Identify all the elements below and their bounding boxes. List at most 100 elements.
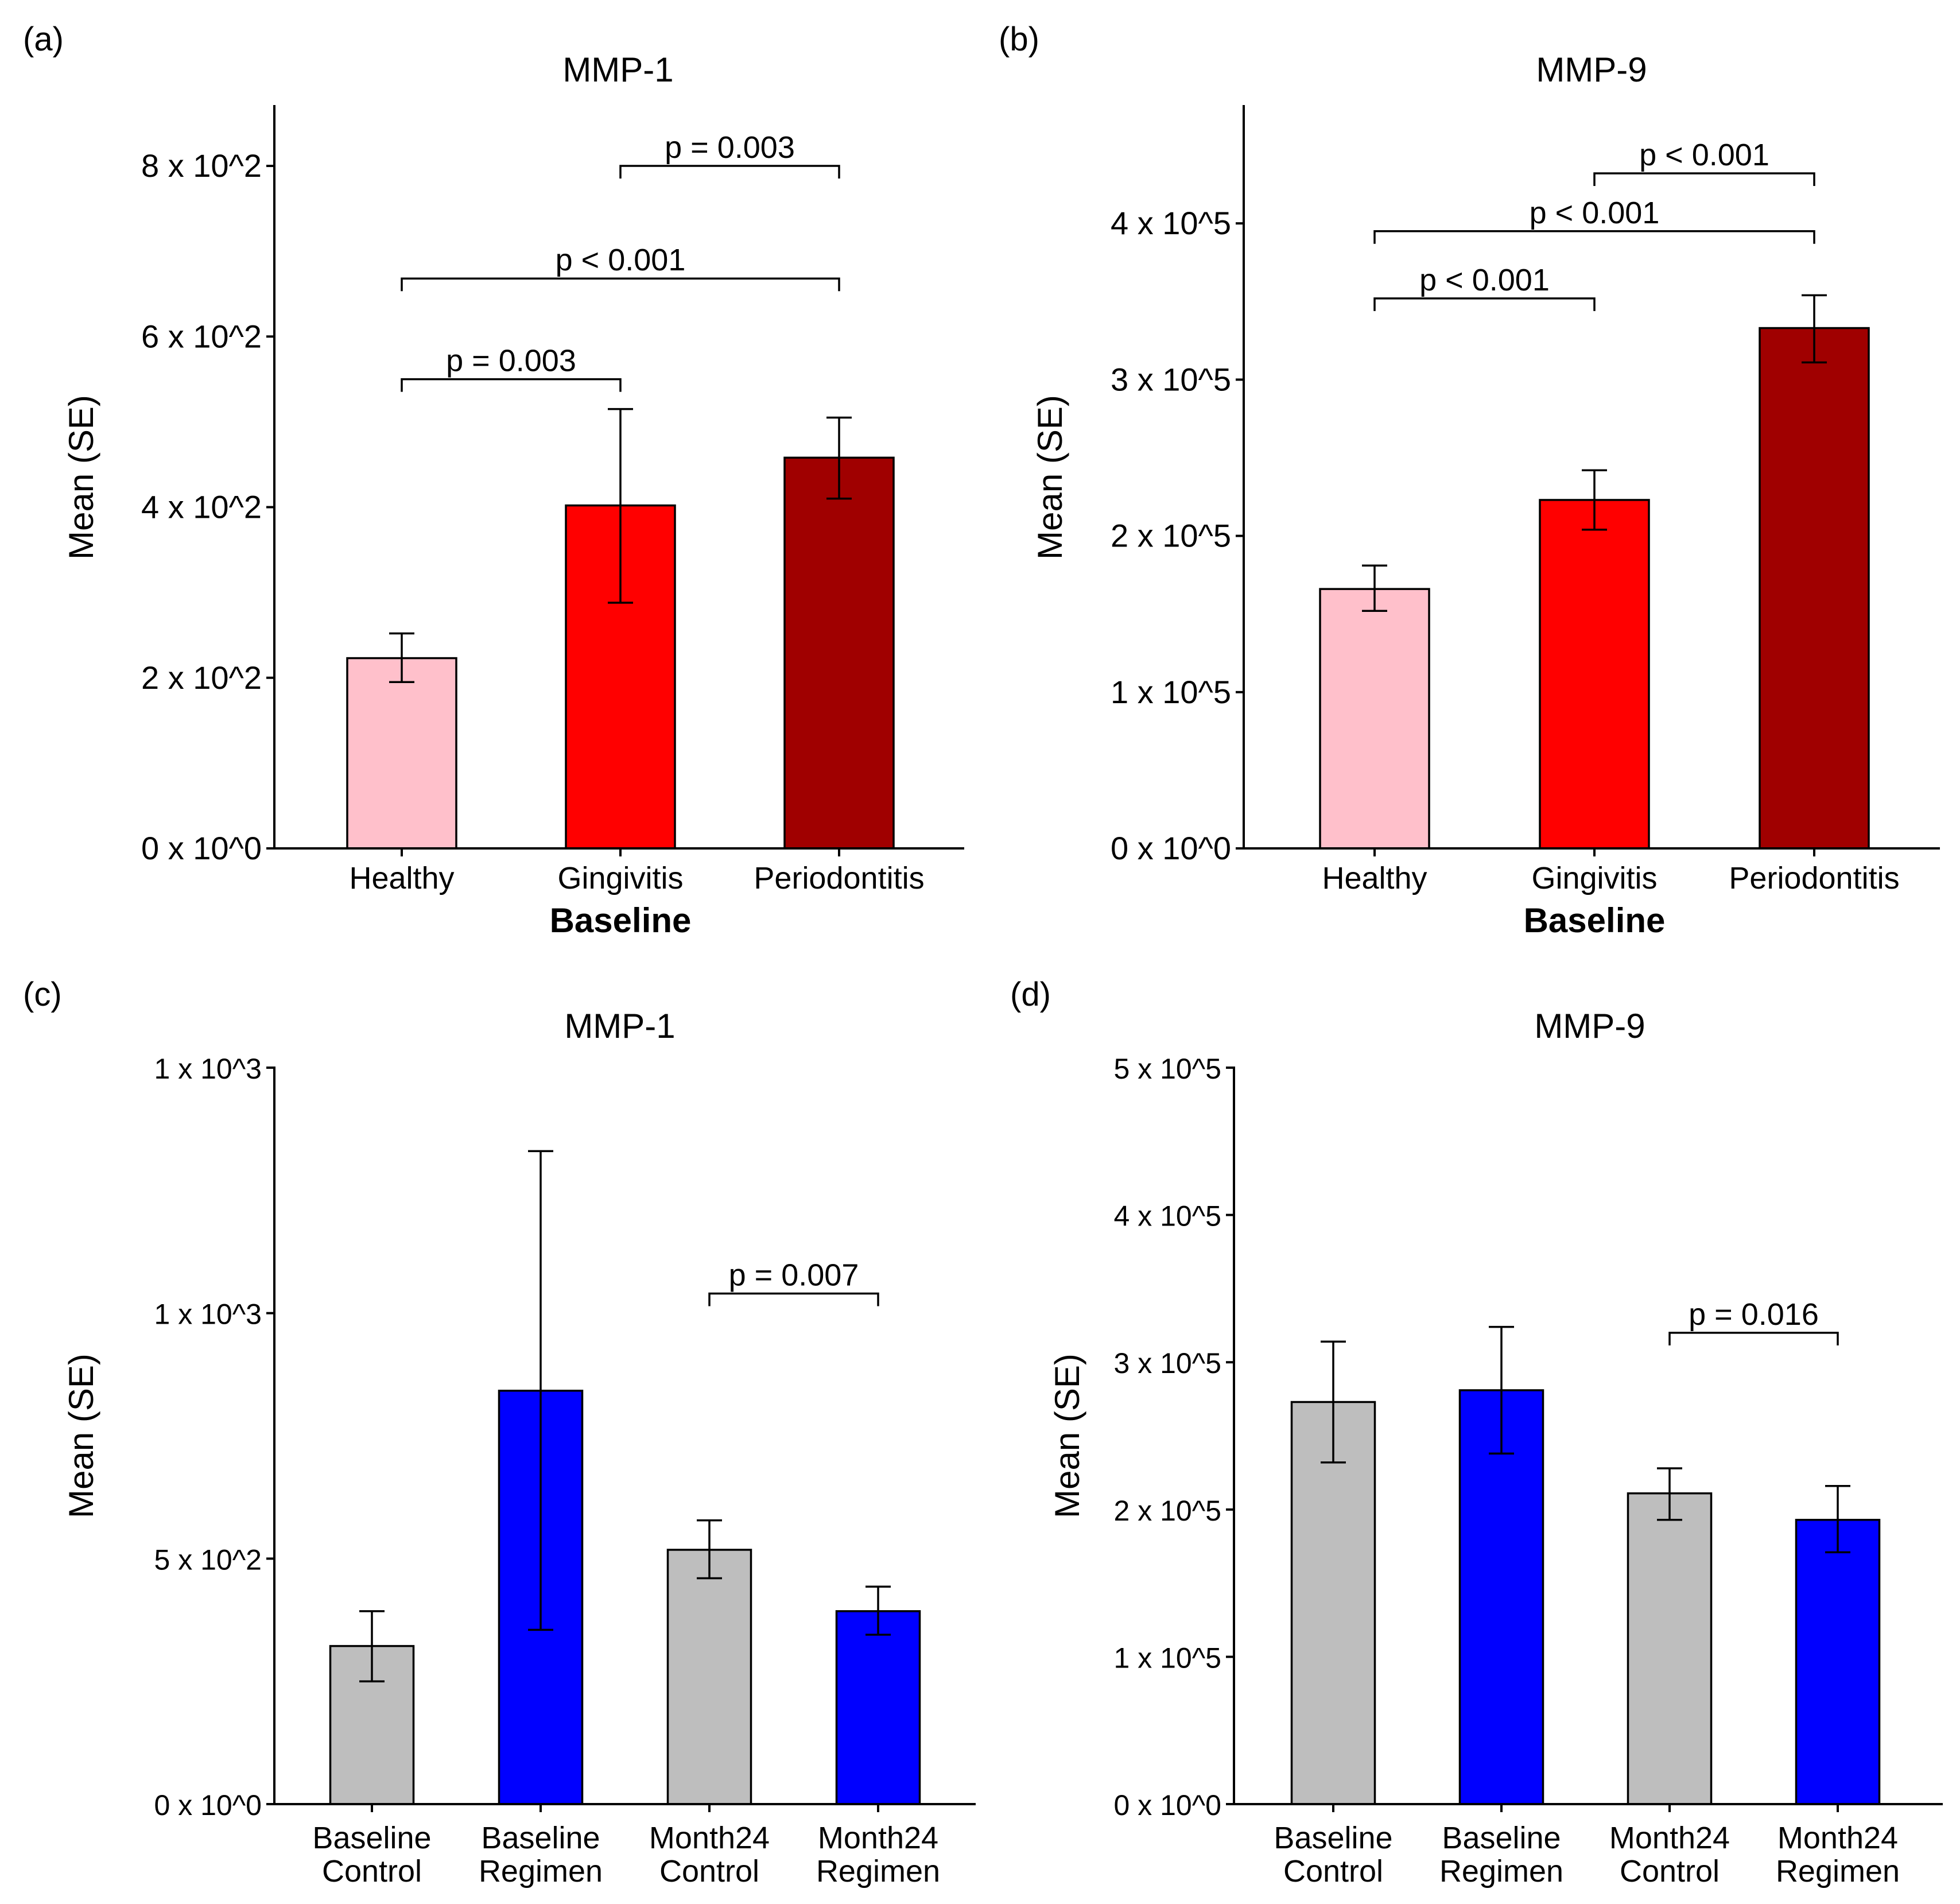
panel-d-category-label-1-line-1: Regimen	[1439, 1854, 1563, 1889]
panel-a-category-label-1: Gingivitis	[557, 861, 683, 895]
panel-d-error-bar-2	[1657, 1467, 1682, 1521]
panel-a-significance-label-1: p < 0.001	[556, 243, 686, 277]
panel-a-significance-label-0: p = 0.003	[446, 344, 576, 378]
panel-d-y-tick-label-4: 4 x 10^5	[1114, 1200, 1221, 1232]
panel-a-y-axis-title: Mean (SE)	[62, 395, 100, 560]
panel-c-error-bar-2	[697, 1519, 722, 1580]
panel-d-y-tick-label-3: 3 x 10^5	[1114, 1347, 1221, 1379]
panel-b-significance-1: p < 0.001	[1373, 196, 1815, 244]
panel-d-y-tick-label-0: 0 x 10^0	[1114, 1789, 1221, 1821]
panel-d-y-tick-label-1: 1 x 10^5	[1114, 1642, 1221, 1674]
panel-c-significance-bracket-0	[708, 1292, 879, 1306]
panel-c-significance-label-0: p = 0.007	[729, 1258, 859, 1292]
panel-b-significance-label-0: p < 0.001	[1419, 263, 1550, 297]
panel-c-significance-0: p = 0.007	[708, 1258, 879, 1306]
panel-d-category-label-3-line-0: Month24	[1777, 1821, 1898, 1855]
panel-b-significance-bracket-0	[1373, 297, 1596, 311]
panel-c-label: (c)	[23, 976, 62, 1013]
panel-c-bar-2	[666, 1549, 752, 1805]
panel-b-x-axis-title: Baseline	[1524, 901, 1666, 940]
panel-a-label: (a)	[23, 21, 64, 58]
panel-b-bar-2	[1759, 327, 1870, 850]
panel-c-category-label-2-line-0: Month24	[649, 1821, 770, 1855]
panel-c-category-label-0-line-1: Control	[322, 1854, 422, 1889]
panel-c-y-tick-label-0: 0 x 10^0	[154, 1789, 262, 1821]
panel-a-significance-bracket-0	[401, 378, 622, 392]
panel-b-error-bar-0	[1362, 564, 1387, 612]
panel-a-significance-label-2: p = 0.003	[665, 130, 795, 165]
panel-d-error-bar-0	[1321, 1340, 1346, 1464]
panel-b-error-bar-1	[1582, 469, 1607, 531]
panel-c-bar-3	[835, 1610, 921, 1805]
panel-a-x-axis-title: Baseline	[550, 901, 692, 940]
panel-a-significance-2: p = 0.003	[619, 130, 840, 179]
panel-c-y-tick-label-2: 1 x 10^3	[154, 1298, 262, 1331]
panel-d-error-bar-1	[1489, 1325, 1514, 1455]
panel-b-significance-0: p < 0.001	[1373, 263, 1596, 311]
panel-a-y-tick-label-0: 0 x 10^0	[141, 830, 262, 866]
panel-b-category-label-2: Periodontitis	[1729, 861, 1899, 895]
panel-c-category-label-3-line-1: Regimen	[816, 1854, 940, 1889]
panel-b: (b) MMP-9 Mean (SE) Healthy Gingivitis Period…	[999, 21, 1940, 940]
panel-a-title: MMP-1	[562, 51, 673, 89]
panel-d-y-axis-title: Mean (SE)	[1048, 1354, 1086, 1518]
panel-b-significance-label-1: p < 0.001	[1530, 196, 1660, 230]
panel-a-significance-0: p = 0.003	[401, 344, 622, 392]
panel-b-bar-0	[1319, 588, 1430, 850]
panel-b-significance-bracket-2	[1593, 172, 1815, 187]
panel-d-category-label-2-line-1: Control	[1620, 1854, 1720, 1889]
panel-a-y-tick-label-2: 4 x 10^2	[141, 489, 262, 525]
panel-b-category-label-0: Healthy	[1322, 861, 1427, 895]
panel-d-y-tick-label-5: 5 x 10^5	[1114, 1053, 1221, 1085]
panel-a-error-bar-0	[389, 632, 414, 683]
panel-b-significance-bracket-1	[1373, 230, 1815, 244]
panel-b-significance-2: p < 0.001	[1593, 138, 1815, 187]
panel-b-title: MMP-9	[1536, 51, 1647, 89]
panel-d-category-label-3-line-1: Regimen	[1776, 1854, 1900, 1889]
panel-c-error-bar-0	[359, 1610, 385, 1682]
panel-c-title: MMP-1	[564, 1007, 675, 1045]
panel-c-category-label-2-line-1: Control	[659, 1854, 759, 1889]
panel-d-bar-3	[1795, 1519, 1881, 1805]
panel-c-y-axis-title: Mean (SE)	[62, 1354, 100, 1518]
panel-c-error-bar-1	[528, 1150, 553, 1631]
panel-d-label: (d)	[1010, 976, 1051, 1013]
panel-a-y-tick-label-4: 8 x 10^2	[141, 148, 262, 184]
panel-d-category-label-0-line-1: Control	[1283, 1854, 1383, 1889]
panel-c-category-label-1-line-0: Baseline	[481, 1821, 600, 1855]
panel-d-category-label-1-line-0: Baseline	[1442, 1821, 1561, 1855]
panel-b-significance-label-2: p < 0.001	[1639, 138, 1769, 172]
panel-a-bar-0	[346, 657, 457, 850]
panel-d-significance-label-0: p = 0.016	[1689, 1297, 1819, 1332]
panel-b-bar-1	[1539, 499, 1650, 850]
panel-a-significance-bracket-1	[401, 277, 840, 292]
panel-b-y-tick-label-1: 1 x 10^5	[1111, 674, 1231, 710]
panel-d-title: MMP-9	[1534, 1007, 1645, 1045]
panel-b-y-tick-label-2: 2 x 10^5	[1111, 518, 1231, 554]
panel-d-significance-bracket-0	[1668, 1332, 1839, 1345]
panel-a-category-label-2: Periodontitis	[754, 861, 924, 895]
panel-c-category-label-3-line-0: Month24	[818, 1821, 938, 1855]
panel-b-y-tick-label-3: 3 x 10^5	[1111, 361, 1231, 397]
panel-b-y-tick-label-4: 4 x 10^5	[1111, 205, 1231, 241]
panel-a: (a) MMP-1 Mean (SE) Healthy Gingivitis Period…	[23, 21, 964, 940]
panel-a-y-tick-label-3: 6 x 10^2	[141, 318, 262, 354]
panel-b-label: (b)	[999, 21, 1039, 58]
panel-d-significance-0: p = 0.016	[1668, 1297, 1839, 1345]
panel-b-y-tick-label-0: 0 x 10^0	[1111, 830, 1231, 866]
panel-c-category-label-1-line-1: Regimen	[479, 1854, 603, 1889]
panel-a-error-bar-2	[826, 416, 852, 500]
panel-b-error-bar-2	[1802, 294, 1827, 364]
panel-a-significance-1: p < 0.001	[401, 243, 840, 292]
panel-c-y-tick-label-1: 5 x 10^2	[154, 1544, 262, 1576]
panel-a-error-bar-1	[608, 408, 633, 604]
panel-d-error-bar-3	[1825, 1484, 1850, 1553]
panel-a-category-label-0: Healthy	[349, 861, 454, 895]
panel-d-category-label-0-line-0: Baseline	[1274, 1821, 1392, 1855]
panel-c-error-bar-3	[865, 1585, 891, 1636]
panel-d-y-tick-label-2: 2 x 10^5	[1114, 1495, 1221, 1527]
panel-c-y-tick-label-3: 1 x 10^3	[154, 1053, 262, 1085]
